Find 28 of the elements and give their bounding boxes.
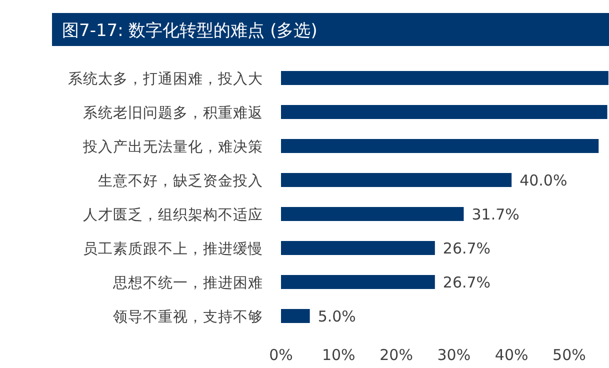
y-tick-label: 思想不统一，推进困难 bbox=[112, 274, 263, 292]
bar bbox=[281, 207, 464, 221]
bar bbox=[281, 71, 608, 85]
x-tick-label: 10% bbox=[322, 346, 356, 364]
bar bbox=[281, 275, 435, 289]
data-label: 26.7% bbox=[442, 240, 491, 258]
data-label: 26.7% bbox=[442, 274, 491, 292]
y-tick-label: 人才匮乏，组织架构不适应 bbox=[83, 206, 263, 224]
x-tick-label: 0% bbox=[269, 346, 293, 364]
chart-title: 图7-17: 数字化转型的难点 (多选) bbox=[62, 21, 318, 41]
y-tick-label: 系统老旧问题多，积重难返 bbox=[83, 104, 263, 122]
y-tick-label: 员工素质跟不上，推进缓慢 bbox=[83, 240, 263, 258]
data-label: 31.7% bbox=[472, 206, 520, 224]
bar bbox=[281, 173, 512, 187]
y-tick-label: 系统太多，打通困难，投入大 bbox=[68, 70, 263, 88]
x-tick-label: 20% bbox=[380, 346, 413, 364]
bar bbox=[281, 241, 435, 255]
data-label: 40.0% bbox=[520, 172, 568, 190]
bar bbox=[281, 309, 310, 323]
data-label: 5.0% bbox=[318, 308, 356, 326]
bar bbox=[281, 105, 608, 119]
bar bbox=[281, 139, 599, 153]
x-tick-label: 40% bbox=[494, 346, 528, 364]
y-tick-label: 投入产出无法量化，难决策 bbox=[82, 138, 263, 156]
y-tick-label: 领导不重视，支持不够 bbox=[113, 308, 263, 326]
y-tick-label: 生意不好，缺乏资金投入 bbox=[98, 172, 263, 190]
x-tick-label: 30% bbox=[437, 346, 471, 364]
x-tick-label: 50% bbox=[552, 346, 586, 364]
